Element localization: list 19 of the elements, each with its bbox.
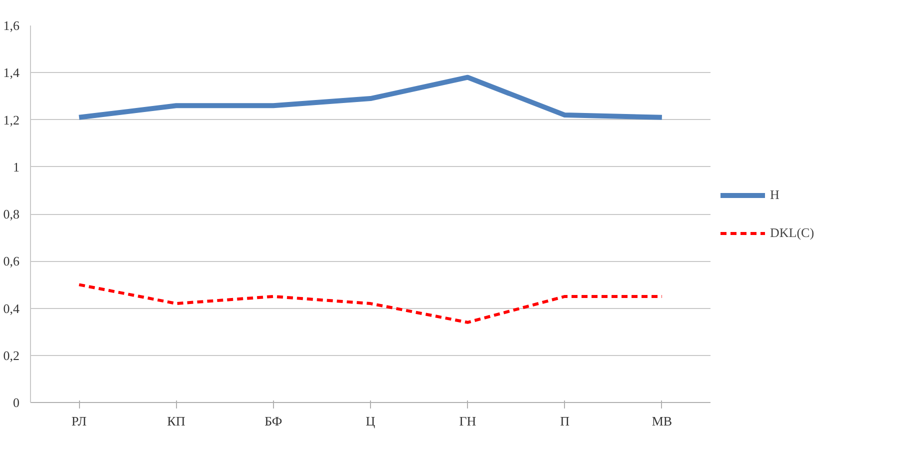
y-tick-label: 1: [13, 159, 20, 174]
y-tick-label: 0: [13, 395, 20, 410]
x-tick-label: П: [560, 414, 570, 428]
x-tick-label: Ц: [366, 414, 376, 428]
y-tick-label: 1,2: [3, 112, 20, 128]
y-tick-label: 1,6: [3, 18, 20, 33]
y-tick-label: 0,4: [3, 300, 20, 316]
y-tick-label: 0,2: [3, 348, 20, 363]
x-tick-label: РЛ: [72, 414, 87, 428]
y-tick-label: 0,6: [3, 254, 20, 269]
x-tick-label: КП: [167, 414, 186, 428]
line-series: [78, 283, 664, 324]
legend-label: H: [770, 186, 780, 202]
y-tick-label: 1,4: [3, 65, 20, 80]
x-tick-label: БФ: [264, 414, 282, 428]
legend-label: DKL(C): [770, 224, 814, 240]
x-tick-label: МВ: [652, 414, 672, 428]
y-tick-label: 0,8: [3, 206, 20, 222]
x-tick-label: ГН: [459, 414, 476, 428]
